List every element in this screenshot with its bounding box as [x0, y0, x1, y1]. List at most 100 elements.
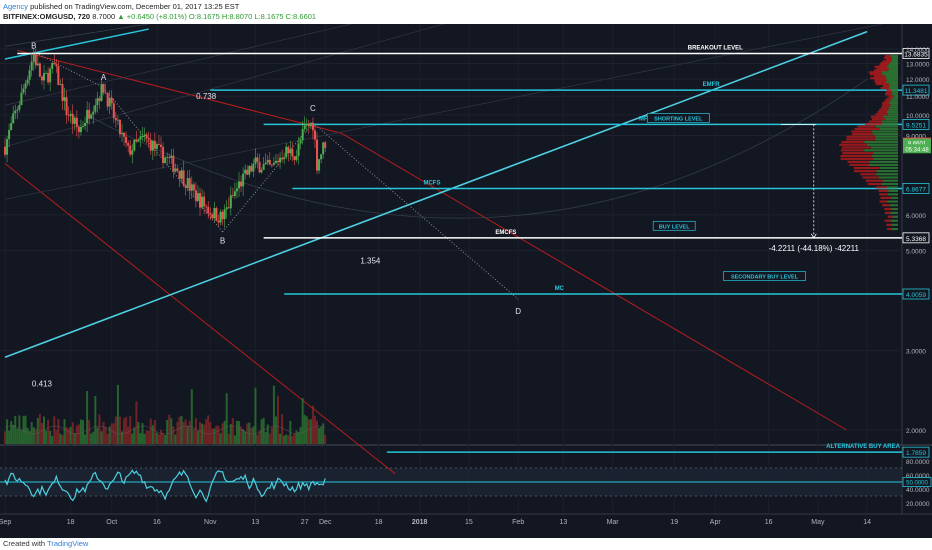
- volume-profile-sell: [847, 160, 870, 164]
- chart-annotation: A: [101, 73, 107, 82]
- volume-bar: [170, 418, 173, 444]
- price-change: +0.6450 (+8.01%): [126, 12, 187, 21]
- volume-bar: [88, 420, 91, 444]
- candle-body: [256, 157, 259, 162]
- volume-profile-sell: [882, 60, 892, 63]
- volume-profile-sell: [860, 173, 877, 176]
- volume-bar: [55, 430, 58, 444]
- volume-bar: [114, 416, 117, 444]
- candle-body: [223, 209, 226, 220]
- candle-body: [318, 159, 321, 171]
- candle-body: [145, 134, 148, 138]
- volume-bar: [231, 418, 234, 444]
- fan-line: [4, 24, 884, 200]
- volume-bar: [266, 424, 269, 444]
- candle-body: [164, 157, 167, 164]
- candle-body: [309, 122, 312, 127]
- volume-profile-sell: [876, 67, 889, 70]
- candle-body: [299, 140, 302, 144]
- candle-body: [291, 149, 294, 157]
- volume-bar: [246, 423, 249, 444]
- volume-bar: [283, 435, 286, 444]
- volume-bar: [20, 429, 23, 444]
- volume-bar: [309, 419, 312, 444]
- date-tick-label: Feb: [512, 519, 524, 526]
- volume-profile-buy: [874, 138, 898, 141]
- volume-bar: [205, 419, 208, 444]
- chart-canvas[interactable]: BREAKOUT LEVEL 13.6835 EMFR 11.3481 MFR 9.525…: [0, 24, 932, 538]
- chart-annotation: B: [220, 237, 225, 246]
- volume-profile-sell: [885, 91, 892, 94]
- volume-bars: [4, 384, 327, 444]
- volume-profile-sell: [862, 176, 879, 179]
- volume-bar: [192, 428, 195, 444]
- volume-bar: [61, 435, 64, 444]
- candle-body: [26, 79, 29, 84]
- candle-body: [266, 159, 269, 163]
- rsi-line: [4, 469, 326, 503]
- volume-bar: [4, 431, 6, 444]
- volume-bar: [305, 416, 308, 444]
- volume-profile-sell: [849, 163, 870, 167]
- volume-bar: [38, 414, 41, 444]
- candle-body: [123, 132, 126, 137]
- author-link[interactable]: Agency: [3, 2, 29, 11]
- fan-line: [4, 24, 151, 47]
- volume-profile-sell: [884, 93, 893, 96]
- publish-info: Agency published on TradingView.com, Dec…: [3, 2, 239, 11]
- volume-bar: [94, 395, 97, 444]
- candle-body: [90, 114, 93, 119]
- volume-bar: [303, 414, 306, 444]
- volume-bar: [86, 391, 89, 444]
- volume-bar: [225, 393, 228, 444]
- volume-bar: [47, 419, 50, 444]
- price-tick-label: 12.0000: [906, 77, 930, 84]
- candle-body: [84, 123, 87, 127]
- candle-body: [114, 117, 117, 121]
- price-tick-label: 10.0000: [906, 113, 930, 120]
- volume-profile-buy: [882, 73, 898, 76]
- volume-bar: [178, 416, 181, 444]
- boxed-label-frame: [652, 220, 696, 231]
- candle-body: [22, 88, 25, 93]
- level-label: EMFR: [703, 82, 721, 88]
- volume-bar: [242, 429, 245, 444]
- date-tick-label: Nov: [204, 519, 217, 526]
- volume-profile-buy: [892, 58, 898, 61]
- tradingview-logo[interactable]: TradingView: [47, 539, 89, 548]
- volume-bar: [151, 424, 154, 444]
- level-badge-text: 9.5251: [906, 122, 926, 129]
- candle-body: [320, 154, 323, 160]
- date-tick-label: 18: [375, 519, 383, 526]
- volume-profile-sell: [876, 186, 887, 189]
- volume-bar: [57, 419, 60, 444]
- volume-bar: [129, 416, 132, 444]
- volume-bar: [162, 432, 165, 444]
- volume-profile-sell: [871, 118, 886, 121]
- volume-bar: [279, 433, 282, 444]
- volume-bar: [235, 421, 238, 444]
- volume-bar: [10, 420, 13, 444]
- volume-profile-sell: [867, 182, 882, 186]
- chart-area[interactable]: BREAKOUT LEVEL 13.6835 EMFR 11.3481 MFR 9.525…: [0, 24, 932, 538]
- price-tick-label: 6.0000: [906, 213, 926, 220]
- volume-profile-buy: [892, 215, 898, 218]
- volume-profile-sell: [880, 86, 889, 90]
- candle-body: [311, 122, 314, 131]
- candle-body: [30, 61, 33, 71]
- volume-profile-buy: [891, 227, 898, 231]
- volume-bar: [73, 433, 76, 444]
- volume-bar: [270, 427, 273, 444]
- volume-bar: [324, 435, 327, 444]
- volume-bar: [77, 424, 80, 444]
- price-badge-text: 05:34:48: [905, 147, 929, 153]
- chart-annotation: 0.738: [196, 92, 217, 101]
- volume-bar: [164, 435, 167, 444]
- volume-profile-sell: [874, 80, 886, 84]
- level-badge: [902, 84, 930, 96]
- volume-profile-sell: [877, 110, 887, 114]
- candle-body: [246, 169, 249, 175]
- volume-profile-sell: [874, 65, 887, 68]
- volume-bar: [217, 425, 220, 444]
- candle-body: [254, 157, 257, 164]
